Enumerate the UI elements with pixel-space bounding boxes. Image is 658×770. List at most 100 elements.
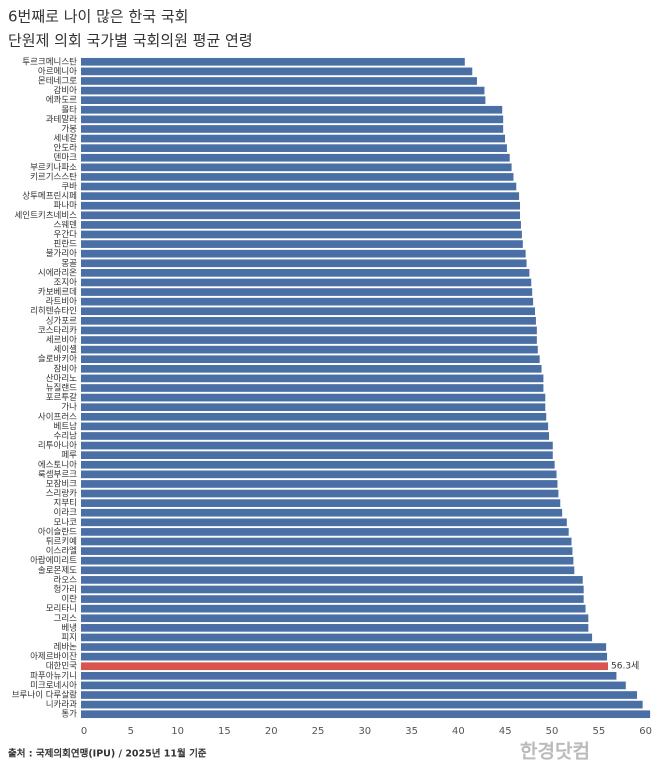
- y-tick-label: 리투아니아: [38, 440, 77, 451]
- y-tick-label: 조지아: [54, 277, 78, 288]
- y-tick-label: 이란: [61, 594, 77, 605]
- x-tick-label: 10: [171, 726, 184, 737]
- y-tick-label: 튀르키예: [46, 536, 77, 547]
- chart-subtitle: 단원제 의회 국가별 국회의원 평균 연령: [8, 32, 253, 50]
- y-tick-label: 세네갈: [54, 134, 78, 144]
- bar: [81, 480, 558, 488]
- y-tick-label: 가나: [61, 403, 77, 413]
- y-tick-label: 리히텐슈타인: [30, 306, 77, 317]
- y-tick-label: 에콰도르: [46, 96, 77, 106]
- y-tick-label: 아제르바이잔: [30, 651, 77, 662]
- x-tick-label: 15: [218, 726, 231, 737]
- x-tick-label: 0: [81, 726, 87, 737]
- bar: [81, 67, 473, 76]
- y-tick-label: 베냉: [61, 622, 77, 633]
- y-tick-label: 헝가리: [54, 585, 77, 595]
- bar: [81, 652, 608, 661]
- bar: [81, 451, 553, 459]
- y-tick-label: 시에라리온: [38, 268, 77, 278]
- y-tick-label: 미크로네시아: [30, 680, 77, 691]
- bar: [81, 633, 593, 642]
- y-tick-label: 파푸아뉴기니: [30, 670, 77, 681]
- y-tick-label: 키르기스스탄: [30, 171, 77, 182]
- y-tick-label: 투르크메니스탄: [22, 56, 77, 67]
- y-tick-label: 몰타: [61, 105, 77, 115]
- bar: [81, 240, 523, 248]
- bar: [81, 163, 512, 172]
- y-tick-label: 라트비아: [46, 296, 77, 307]
- bar: [81, 547, 573, 555]
- y-tick-label: 감비아: [54, 85, 78, 96]
- bar: [81, 671, 617, 680]
- y-tick-label: 가봉: [61, 124, 77, 134]
- bar: [81, 489, 559, 498]
- y-tick-label: 아르메니아: [38, 66, 77, 77]
- bar: [81, 412, 547, 421]
- bar: [81, 278, 532, 287]
- bar: [81, 643, 607, 651]
- bar: [81, 86, 485, 95]
- y-tick-label: 니카라과: [46, 699, 77, 710]
- bar: [81, 269, 530, 277]
- bar: [81, 710, 651, 719]
- y-tick-label: 몽골: [61, 259, 77, 269]
- x-tick-label: 50: [546, 726, 559, 737]
- bar: [81, 326, 537, 335]
- y-tick-label: 아이슬란드: [38, 526, 77, 537]
- y-tick-label: 세르비아: [46, 335, 77, 346]
- y-tick-label: 상투메프린시페: [22, 191, 77, 202]
- bar: [81, 317, 536, 325]
- bar: [81, 364, 542, 373]
- x-tick-label: 40: [452, 726, 465, 737]
- bar: [81, 556, 574, 565]
- y-tick-label: 잠비아: [54, 363, 78, 374]
- bar: [81, 125, 504, 133]
- y-tick-label: 뉴질랜드: [46, 383, 77, 394]
- bar: [81, 384, 544, 392]
- x-tick-label: 25: [312, 726, 325, 737]
- y-tick-label: 부르키나파소: [30, 163, 77, 173]
- bar: [81, 345, 538, 354]
- y-tick-label: 룩셈부르크: [38, 470, 77, 480]
- y-tick-label: 브루나이 다루살람: [12, 690, 77, 701]
- bar: [81, 460, 555, 469]
- bar: [81, 297, 534, 306]
- y-tick-label: 지부티: [54, 499, 77, 509]
- bar: [81, 604, 586, 613]
- bar: [81, 422, 549, 431]
- y-tick-label: 모잠비크: [46, 478, 77, 489]
- bar: [81, 115, 504, 124]
- y-tick-label: 포르투갈: [46, 393, 77, 403]
- bar: [81, 134, 506, 143]
- bar: [81, 211, 521, 220]
- bar: [81, 691, 638, 699]
- y-tick-label: 피지: [61, 633, 77, 643]
- y-tick-label: 안도라: [54, 143, 78, 154]
- bar: [81, 221, 521, 229]
- x-tick-label: 20: [265, 726, 278, 737]
- bar: [81, 700, 643, 709]
- bar: [81, 585, 584, 594]
- bar: [81, 537, 572, 546]
- y-tick-label: 이스라엘: [46, 546, 77, 557]
- chart-title: 6번째로 나이 많은 한국 국회: [8, 8, 188, 26]
- bar: [81, 201, 521, 210]
- x-tick-label: 45: [499, 726, 512, 737]
- y-tick-label: 대한민국: [46, 661, 77, 672]
- x-tick-label: 55: [592, 726, 605, 737]
- y-tick-label: 이라크: [54, 507, 78, 518]
- x-tick-label: 5: [128, 726, 134, 737]
- source: 출처 : 국제의회연맹(IPU) / 2025년 11월 기준: [8, 748, 207, 760]
- bar: [81, 307, 535, 316]
- bar: [81, 624, 589, 632]
- y-tick-label: 몬테네그로: [38, 76, 77, 86]
- bar: [81, 182, 517, 191]
- bar: [81, 57, 465, 66]
- bar: [81, 432, 550, 440]
- y-tick-label: 과테말라: [46, 114, 77, 125]
- bar: [81, 403, 546, 412]
- y-tick-label: 우간다: [54, 229, 78, 240]
- y-tick-label: 슬로바키아: [38, 354, 77, 365]
- y-tick-label: 코스타리카: [38, 326, 77, 336]
